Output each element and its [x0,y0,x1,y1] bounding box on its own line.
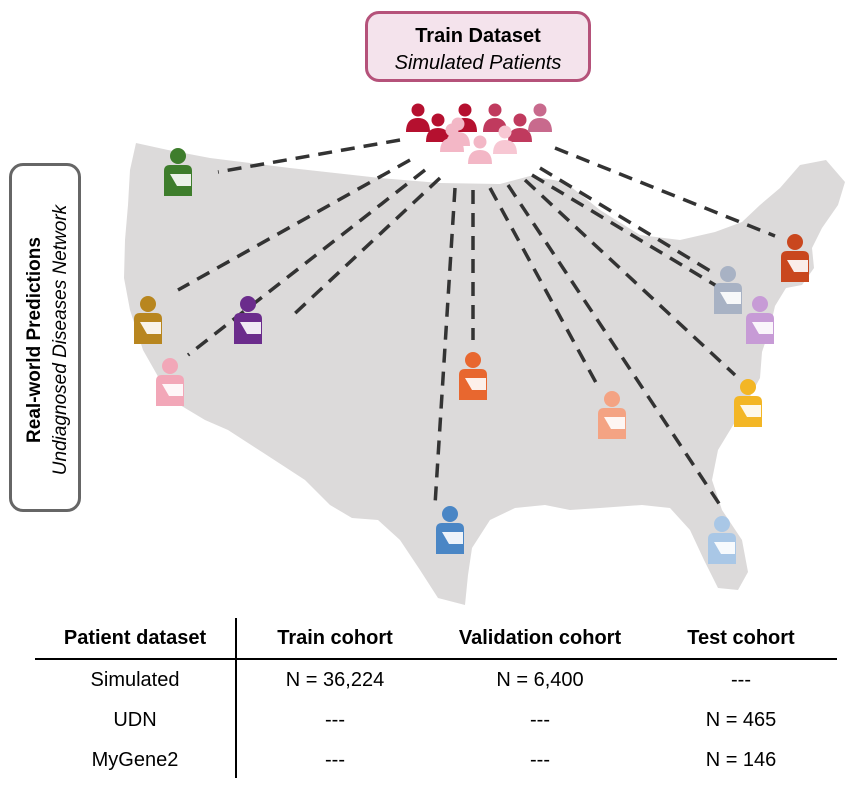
train-dataset-title: Train Dataset [415,25,541,47]
simulated-patients-group-icon [406,103,552,164]
connector-southern-california [186,168,427,357]
patient-icon-nevada [234,296,262,344]
person-icon [468,135,492,164]
patient-icon-florida [708,516,736,564]
patient-icon-maryland [746,296,774,344]
header-validation-cohort: Validation cohort [458,627,622,649]
patient-icon-new-england [781,234,809,282]
patient-icon-northern-california [134,296,162,344]
patient-icon-carolina [734,379,762,427]
table-cell: --- [530,749,550,771]
connector-southeast [488,187,602,391]
connector-maryland [531,173,741,302]
table-cell: N = 36,224 [285,669,385,691]
header-train-cohort: Train cohort [277,627,393,649]
table-cell: N = 146 [705,749,777,771]
table-cell: --- [325,749,345,771]
person-icon [493,125,517,154]
real-world-label: Real-world Predictions Undiagnosed Disea… [22,170,74,510]
table-row: UDN --- --- N = 465 [35,700,837,740]
table-cell: MyGene2 [91,749,179,771]
table-cell: UDN [113,709,157,731]
patient-icon-central [459,352,487,400]
table-cell: --- [530,709,550,731]
person-icon [406,103,430,132]
train-dataset-subtitle: Simulated Patients [394,52,562,74]
table-cell: --- [325,709,345,731]
person-icon [528,103,552,132]
real-world-title: Real-world Predictions [24,237,45,443]
real-world-predictions-box: Real-world Predictions Undiagnosed Disea… [9,163,81,512]
patient-icon-pennsylvania [714,266,742,314]
table-divider [235,618,237,778]
patient-icon-washington [164,148,192,196]
header-patient-dataset: Patient dataset [63,627,207,649]
patient-icons [134,148,809,564]
train-dataset-box: Train Dataset Simulated Patients [365,11,591,82]
patient-icon-southeast [598,391,626,439]
table-row: MyGene2 --- --- N = 146 [35,740,837,780]
table-cell: --- [731,669,751,691]
person-icon [446,117,470,146]
connector-new-england [554,146,776,238]
table-cell: Simulated [90,669,180,691]
connection-lines [177,138,776,506]
header-test-cohort: Test cohort [687,627,795,649]
connector-texas [433,187,457,506]
patient-icon-southern-california [156,358,184,406]
patient-icon-texas [436,506,464,554]
table-cell: N = 465 [705,709,777,731]
table-header-row: Patient dataset Train cohort Validation … [35,618,837,660]
table-cell: N = 6,400 [496,669,584,691]
connector-florida [506,184,722,506]
usa-map-diagram [124,103,845,605]
table-row: Simulated N = 36,224 N = 6,400 --- [35,660,837,700]
cohort-table: Patient dataset Train cohort Validation … [35,618,837,780]
real-world-subtitle: Undiagnosed Diseases Network [50,204,71,476]
connector-pennsylvania [539,166,713,274]
person-icon [426,113,450,142]
person-icon [508,113,532,142]
connector-washington [217,138,401,174]
connector-nevada [288,176,442,320]
connector-carolina [523,178,737,377]
